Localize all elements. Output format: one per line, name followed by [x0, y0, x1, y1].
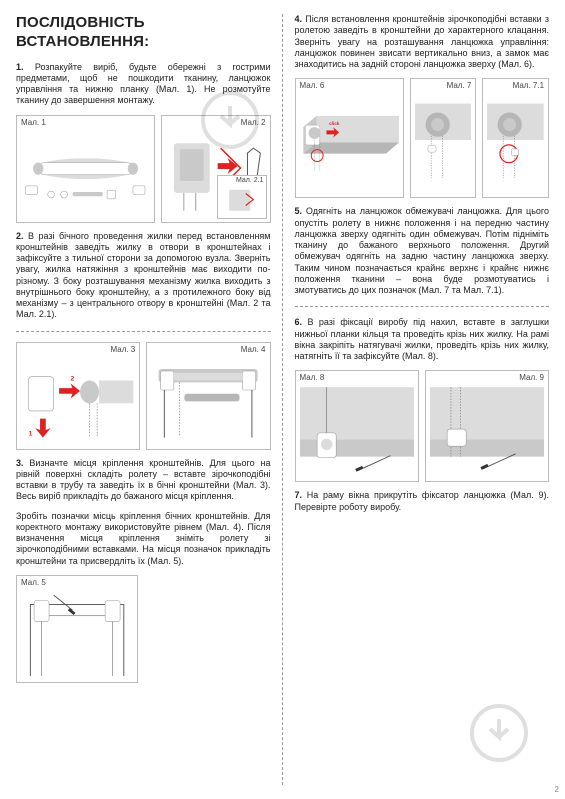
figure-3: Мал. 3 2 1 [16, 342, 140, 450]
step-6: 6. В разі фіксації виробу під нахил, вст… [295, 317, 550, 362]
page-title: ПОСЛІДОВНІСТЬ ВСТАНОВЛЕННЯ: [16, 14, 271, 52]
figure-2-1: Мал. 2.1 [217, 175, 267, 219]
step-4: 4. Після встановлення кронштейнів зірочк… [295, 14, 550, 70]
step-3b: Зробіть позначки місць кріплення бічних … [16, 511, 271, 567]
step-5: 5. Одягніть на ланцюжок обмежувачі ланцю… [295, 206, 550, 296]
figure-4: Мал. 4 [146, 342, 270, 450]
step-2: 2. В разі бічного проведення жилки перед… [16, 231, 271, 321]
svg-text:1: 1 [29, 430, 33, 437]
page-number: 2 [555, 785, 559, 795]
figure-5: Мал. 5 [16, 575, 138, 683]
figure-9: Мал. 9 [425, 370, 549, 482]
figure-7-1: Мал. 7.1 [482, 78, 549, 198]
step-7: 7. На раму вікна прикрутіть фіксатор лан… [295, 490, 550, 513]
figure-6: Мал. 6 click [295, 78, 404, 198]
svg-text:2: 2 [71, 375, 75, 382]
figure-7: Мал. 7 [410, 78, 477, 198]
click-label: click [329, 121, 340, 126]
figure-8: Мал. 8 [295, 370, 419, 482]
step-3: 3. Визначте місця кріплення кронштейнів.… [16, 458, 271, 503]
figure-1: Мал. 1 [16, 115, 155, 223]
